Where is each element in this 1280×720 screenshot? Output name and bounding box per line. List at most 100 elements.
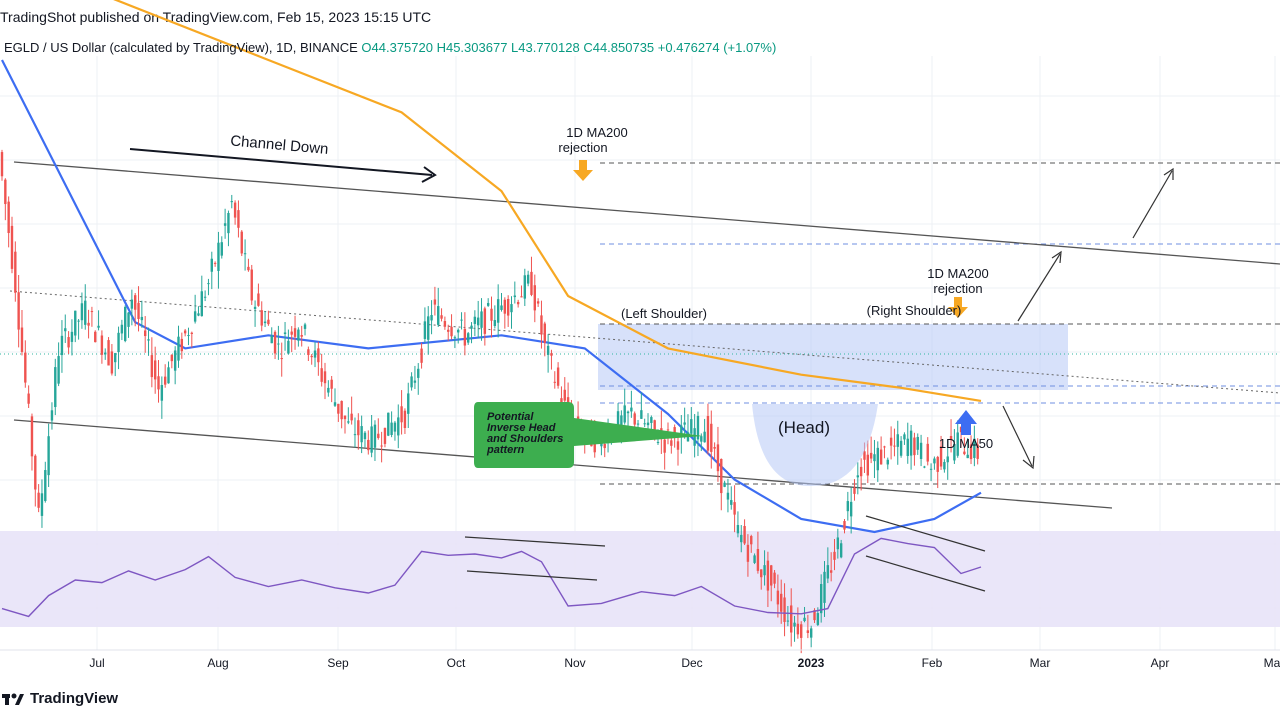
candle-body [480,311,483,328]
candle-body [733,502,736,515]
candle-body [550,353,553,356]
candle-body [60,335,64,356]
candle-body [437,306,440,325]
candle-body [120,324,124,334]
candle-body [130,299,134,309]
x-tick-label: Apr [1151,656,1170,670]
pattern-callout-text: and Shoulders [487,433,563,445]
candle-body [933,458,936,464]
candle-body [377,433,380,438]
ma50-label: 1D MA50 [939,436,993,451]
candle-body [313,350,317,358]
candle-body [653,420,656,430]
candle-body [966,454,969,459]
brand[interactable]: TradingView [2,690,118,707]
candle-body [100,335,104,355]
candle-body [347,421,350,423]
candle-body [726,492,730,500]
candle-body [457,329,460,333]
candle-body [190,332,194,334]
candle-body [187,335,190,337]
candle-body [280,358,283,360]
candle-body [283,332,287,335]
candle-body [153,360,157,380]
candle-body [270,335,273,344]
pattern-callout-text: pattern [486,444,525,456]
candle-body [147,339,150,341]
candle-body [24,352,27,383]
candle-body [776,590,780,605]
candle-body [467,333,470,343]
candle-body [183,330,187,334]
candle-body [626,411,630,414]
x-tick-label: Feb [922,656,943,670]
candle-body [636,423,640,425]
candle-body [350,413,353,421]
brand-name: TradingView [30,690,119,707]
candle-body [670,440,673,446]
candle-body [706,415,710,451]
candle-body [746,544,750,562]
scenario-arrow [1002,405,1033,467]
candle-body [500,305,503,310]
candle-body [297,329,300,341]
candle-body [17,292,20,330]
candle-body [27,393,30,404]
x-tick-label: Nov [564,656,585,670]
ma200-rejection-label: 1D MA200 [927,266,988,281]
candle-body [360,426,363,443]
candle-body [110,351,114,374]
candle-body [34,455,37,490]
candle-body [680,425,683,437]
candle-body [510,304,513,313]
candle-body [513,295,517,298]
candle-body [700,436,703,442]
rsi-band [0,531,1280,627]
channel-down-label: Channel Down [230,132,330,158]
candle-body [57,356,60,384]
candle-body [829,570,833,573]
candle-body [80,303,84,321]
candle-body [839,543,843,558]
candle-body [250,269,253,301]
publisher-line: TradingShot published on TradingView.com… [0,9,432,25]
candle-body [217,242,220,271]
candle-body [876,447,879,471]
candle-body [690,419,693,434]
candle-body [233,202,237,218]
candle-body [163,376,167,385]
candle-body [503,299,507,314]
candle-body [340,400,343,420]
candle-body [317,348,320,363]
candle-body [50,410,54,421]
candle-body [856,475,860,478]
candle-body [373,424,377,448]
arrowhead [1022,455,1035,470]
candle-body [64,328,67,332]
candle-body [253,306,257,309]
candle-body [816,613,820,625]
chart-footer: TradingView [0,682,1280,720]
arrowhead [1163,167,1174,180]
candle-body [760,569,763,578]
candle-body [143,330,147,337]
candle-body [40,493,44,516]
candle-body [353,434,357,436]
candle-body [273,331,277,354]
candle-body [976,444,979,459]
candle-body [243,253,247,255]
candle-body [806,630,810,633]
candle-body [646,422,650,426]
candle-body [666,429,670,431]
candle-body [763,565,766,576]
candle-body [213,262,217,264]
candle-body [453,337,457,339]
candle-body [447,329,450,332]
candle-body [470,325,473,329]
rsi-channel-line [464,536,606,547]
candle-body [849,501,853,517]
candle-body [553,381,556,383]
candle-body [320,368,323,382]
candle-body [899,440,903,456]
